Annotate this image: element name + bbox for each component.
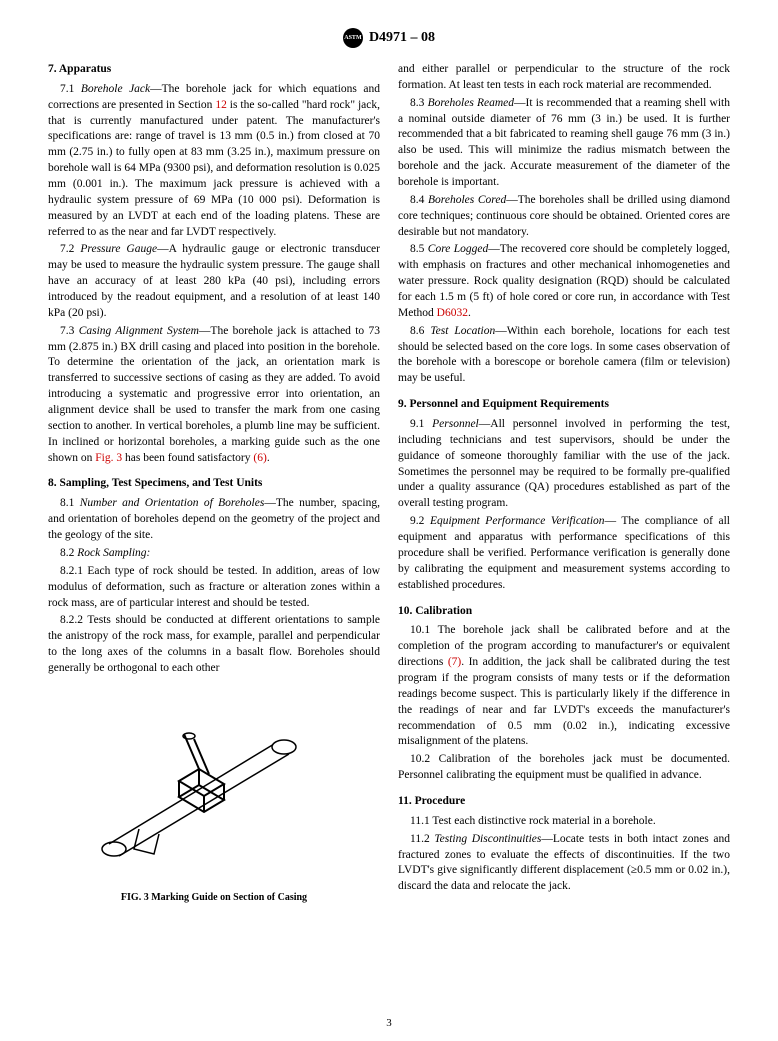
figure-3-caption: FIG. 3 Marking Guide on Section of Casin… <box>48 891 380 905</box>
para-10-2: 10.2 Calibration of the boreholes jack m… <box>398 752 730 784</box>
para-8-6: 8.6 Test Location—Within each borehole, … <box>398 324 730 387</box>
ref-7[interactable]: (7) <box>448 656 461 668</box>
para-8-3: 8.3 Boreholes Reamed—It is recommended t… <box>398 96 730 191</box>
para-9-1: 9.1 Personnel—All personnel involved in … <box>398 417 730 512</box>
para-8-2: 8.2 Rock Sampling: <box>48 546 380 562</box>
right-column: and either parallel or perpendicular to … <box>398 62 730 905</box>
para-7-3: 7.3 Casing Alignment System—The borehole… <box>48 324 380 467</box>
para-7-1: 7.1 Borehole Jack—The borehole jack for … <box>48 82 380 241</box>
section-10-heading: 10. Calibration <box>398 604 730 620</box>
standard-number: D4971 – 08 <box>369 30 435 46</box>
content-columns: 7. Apparatus 7.1 Borehole Jack—The boreh… <box>48 62 730 905</box>
astm-logo-icon: ASTM <box>343 28 363 48</box>
section-9-heading: 9. Personnel and Equipment Requirements <box>398 397 730 413</box>
figure-3: FIG. 3 Marking Guide on Section of Casin… <box>48 709 380 905</box>
para-8-2-1: 8.2.1 Each type of rock should be tested… <box>48 564 380 612</box>
ref-d6032[interactable]: D6032 <box>437 307 468 319</box>
para-11-1: 11.1 Test each distinctive rock material… <box>398 814 730 830</box>
ref-fig-3[interactable]: Fig. 3 <box>95 452 122 464</box>
para-11-2: 11.2 Testing Discontinuities—Locate test… <box>398 832 730 895</box>
ref-6[interactable]: (6) <box>253 452 266 464</box>
para-8-1: 8.1 Number and Orientation of Boreholes—… <box>48 496 380 544</box>
page-number: 3 <box>386 1017 392 1029</box>
para-8-2-2: 8.2.2 Tests should be conducted at diffe… <box>48 613 380 676</box>
page-header: ASTM D4971 – 08 <box>48 28 730 48</box>
figure-3-image <box>84 709 344 879</box>
para-10-1: 10.1 The borehole jack shall be calibrat… <box>398 623 730 750</box>
section-7-heading: 7. Apparatus <box>48 62 380 78</box>
section-11-heading: 11. Procedure <box>398 794 730 810</box>
para-7-2: 7.2 Pressure Gauge—A hydraulic gauge or … <box>48 242 380 321</box>
para-8-5: 8.5 Core Logged—The recovered core shoul… <box>398 242 730 321</box>
section-8-heading: 8. Sampling, Test Specimens, and Test Un… <box>48 476 380 492</box>
para-9-2: 9.2 Equipment Performance Verification— … <box>398 514 730 593</box>
para-cont: and either parallel or perpendicular to … <box>398 62 730 94</box>
ref-section-12[interactable]: 12 <box>215 99 227 111</box>
left-column: 7. Apparatus 7.1 Borehole Jack—The boreh… <box>48 62 380 905</box>
para-8-4: 8.4 Boreholes Cored—The boreholes shall … <box>398 193 730 241</box>
